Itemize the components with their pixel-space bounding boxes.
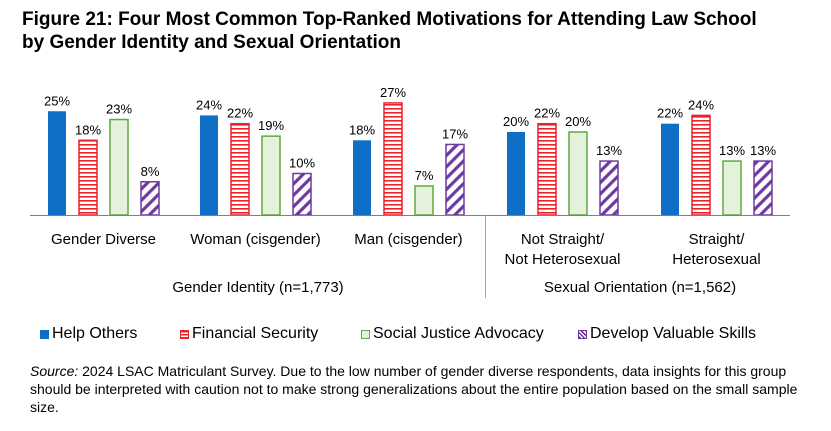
category-label-not-straight-not-heterosexual-line-1: Not Straight/ — [521, 231, 605, 248]
data-label-develop-valuable-skills-woman-cisgender: 10% — [289, 156, 315, 171]
data-label-social-justice-advocacy-woman-cisgender: 19% — [258, 118, 284, 133]
bar-help-others-man-cisgender — [353, 140, 371, 215]
bar-social-justice-advocacy-gender-diverse — [109, 118, 129, 216]
bar-social-justice-advocacy-woman-cisgender — [261, 135, 281, 216]
group-label-sexual-orientation-n-1-562: Sexual Orientation (n=1,562) — [544, 279, 736, 296]
bar-help-others-not-straight-not-heterosexual — [507, 132, 525, 215]
legend-item-financial-security: Financial Security — [180, 325, 318, 343]
data-label-social-justice-advocacy-not-straight-not-heterosexual: 20% — [565, 114, 591, 129]
source-note: Source: 2024 LSAC Matriculant Survey. Du… — [30, 362, 800, 416]
data-label-help-others-woman-cisgender: 24% — [196, 97, 222, 112]
labels-layer: 25% 24% 18% 20% 22% 18% 22% 27% 22% 24% 23% 19% 7% 20… — [44, 85, 776, 296]
data-label-develop-valuable-skills-straight-heterosexual: 13% — [750, 143, 776, 158]
data-label-social-justice-advocacy-man-cisgender: 7% — [415, 168, 434, 183]
data-label-develop-valuable-skills-man-cisgender: 17% — [442, 126, 468, 141]
legend-item-develop-valuable-skills: Develop Valuable Skills — [578, 325, 756, 343]
bar-social-justice-advocacy-not-straight-not-heterosexual — [568, 131, 588, 216]
source-label: Source: — [30, 363, 79, 379]
data-label-financial-security-not-straight-not-heterosexual: 22% — [534, 106, 560, 121]
category-label-gender-diverse: Gender Diverse — [51, 231, 156, 248]
bar-financial-security-straight-heterosexual — [691, 114, 711, 216]
group-label-gender-identity-n-1-773: Gender Identity (n=1,773) — [172, 279, 343, 296]
data-label-financial-security-woman-cisgender: 22% — [227, 106, 253, 121]
legend-swatch-develop-valuable-skills — [578, 329, 587, 339]
bar-develop-valuable-skills-gender-diverse — [140, 181, 160, 216]
data-label-help-others-straight-heterosexual: 22% — [657, 106, 683, 121]
data-label-financial-security-straight-heterosexual: 24% — [688, 97, 714, 112]
bar-financial-security-man-cisgender — [383, 102, 403, 216]
data-label-financial-security-gender-diverse: 18% — [75, 122, 101, 137]
chart-title-line-1: Figure 21: Four Most Common Top-Ranked M… — [22, 9, 757, 30]
data-label-social-justice-advocacy-gender-diverse: 23% — [106, 102, 132, 117]
category-label-straight-heterosexual-line-1: Straight/ — [689, 231, 746, 248]
legend-item-help-others: Help Others — [40, 325, 137, 343]
bar-help-others-straight-heterosexual — [661, 123, 679, 215]
bar-financial-security-woman-cisgender — [230, 122, 250, 216]
bars-layer — [30, 102, 790, 298]
category-label-straight-heterosexual-line-2: Heterosexual — [672, 251, 760, 268]
data-label-develop-valuable-skills-not-straight-not-heterosexual: 13% — [596, 143, 622, 158]
bar-develop-valuable-skills-straight-heterosexual — [753, 160, 773, 216]
data-label-help-others-not-straight-not-heterosexual: 20% — [503, 114, 529, 129]
category-label-not-straight-not-heterosexual-line-2: Not Heterosexual — [505, 251, 621, 268]
chart-title-line-2: by Gender Identity and Sexual Orientatio… — [22, 32, 402, 53]
bar-develop-valuable-skills-not-straight-not-heterosexual — [599, 160, 619, 216]
bar-social-justice-advocacy-man-cisgender — [414, 185, 434, 216]
legend-item-social-justice-advocacy: Social Justice Advocacy — [361, 325, 544, 343]
legend: Help Others Financial Security Social Just… — [40, 325, 820, 345]
legend-label-social-justice-advocacy: Social Justice Advocacy — [373, 325, 544, 342]
source-text: 2024 LSAC Matriculant Survey. Due to the… — [30, 363, 798, 415]
legend-label-develop-valuable-skills: Develop Valuable Skills — [590, 325, 757, 342]
data-label-develop-valuable-skills-gender-diverse: 8% — [141, 164, 160, 179]
bar-help-others-gender-diverse — [48, 111, 66, 215]
legend-swatch-social-justice-advocacy — [361, 329, 370, 339]
legend-label-financial-security: Financial Security — [192, 325, 319, 342]
bar-develop-valuable-skills-woman-cisgender — [292, 172, 312, 216]
legend-label-help-others: Help Others — [52, 325, 138, 342]
legend-swatch-help-others — [40, 329, 49, 339]
data-label-financial-security-man-cisgender: 27% — [380, 85, 406, 100]
data-label-help-others-man-cisgender: 18% — [349, 122, 375, 137]
bar-financial-security-gender-diverse — [78, 139, 98, 216]
data-label-social-justice-advocacy-straight-heterosexual: 13% — [719, 143, 745, 158]
bar-develop-valuable-skills-man-cisgender — [445, 143, 465, 216]
category-label-woman-cisgender: Woman (cisgender) — [190, 231, 321, 248]
data-label-help-others-gender-diverse: 25% — [44, 93, 70, 108]
bar-financial-security-not-straight-not-heterosexual — [537, 122, 557, 216]
bar-help-others-woman-cisgender — [200, 115, 218, 215]
category-label-man-cisgender: Man (cisgender) — [354, 231, 462, 248]
legend-swatch-financial-security — [180, 329, 189, 339]
bar-social-justice-advocacy-straight-heterosexual — [722, 160, 742, 216]
chart-title: Figure 21: Four Most Common Top-Ranked M… — [22, 8, 822, 54]
